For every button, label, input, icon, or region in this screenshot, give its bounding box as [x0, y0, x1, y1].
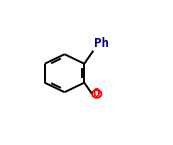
Text: Ph: Ph — [94, 37, 109, 50]
Text: O: O — [93, 87, 101, 100]
